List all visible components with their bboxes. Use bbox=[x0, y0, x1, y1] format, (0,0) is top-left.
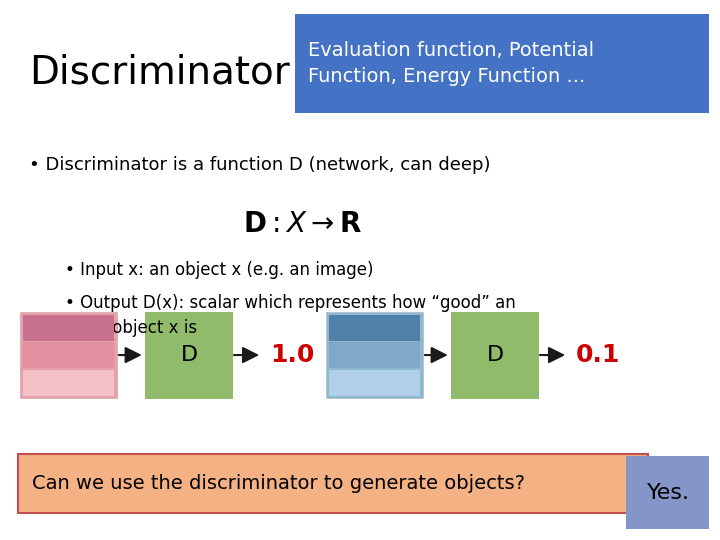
FancyBboxPatch shape bbox=[20, 312, 117, 398]
FancyBboxPatch shape bbox=[329, 342, 420, 368]
Text: 1.0: 1.0 bbox=[270, 343, 315, 367]
FancyBboxPatch shape bbox=[626, 456, 709, 529]
FancyBboxPatch shape bbox=[295, 14, 709, 113]
FancyBboxPatch shape bbox=[23, 370, 114, 396]
FancyBboxPatch shape bbox=[329, 315, 420, 341]
Text: Yes.: Yes. bbox=[647, 483, 690, 503]
Text: $\mathbf{D}:\mathit{X}\rightarrow\mathbf{R}$: $\mathbf{D}:\mathit{X}\rightarrow\mathbf… bbox=[243, 210, 362, 238]
FancyBboxPatch shape bbox=[329, 370, 420, 396]
FancyBboxPatch shape bbox=[326, 312, 423, 398]
Text: • Input x: an object x (e.g. an image): • Input x: an object x (e.g. an image) bbox=[65, 261, 373, 279]
FancyBboxPatch shape bbox=[145, 312, 233, 399]
Text: Evaluation function, Potential
Function, Energy Function ...: Evaluation function, Potential Function,… bbox=[308, 41, 594, 86]
Text: D: D bbox=[181, 345, 197, 365]
Text: • Discriminator is a function D (network, can deep): • Discriminator is a function D (network… bbox=[29, 156, 490, 174]
Text: Can we use the discriminator to generate objects?: Can we use the discriminator to generate… bbox=[32, 474, 526, 493]
FancyBboxPatch shape bbox=[451, 312, 539, 399]
Text: D: D bbox=[487, 345, 503, 365]
Text: Discriminator: Discriminator bbox=[29, 54, 289, 92]
FancyBboxPatch shape bbox=[23, 315, 114, 341]
FancyBboxPatch shape bbox=[18, 454, 648, 513]
FancyBboxPatch shape bbox=[23, 342, 114, 368]
Text: 0.1: 0.1 bbox=[576, 343, 621, 367]
Text: • Output D(x): scalar which represents how “good” an
         object x is: • Output D(x): scalar which represents h… bbox=[65, 294, 516, 338]
